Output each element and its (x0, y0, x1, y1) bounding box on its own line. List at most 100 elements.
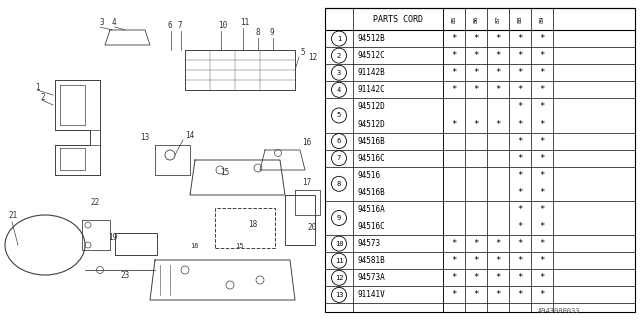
Text: 1: 1 (35, 83, 40, 92)
Text: *: * (517, 137, 523, 146)
Text: *: * (451, 239, 457, 248)
Text: 12: 12 (335, 275, 343, 281)
Text: 87: 87 (495, 15, 500, 23)
Bar (215, 208, 275, 248)
Bar (325, 8, 635, 312)
Text: 16: 16 (190, 243, 198, 249)
Text: *: * (540, 68, 545, 77)
Text: *: * (517, 273, 523, 282)
Text: *: * (517, 34, 523, 43)
Text: 11: 11 (240, 18, 249, 27)
Text: 6: 6 (168, 21, 173, 30)
Text: 1: 1 (337, 36, 341, 42)
Text: *: * (451, 51, 457, 60)
Text: 23: 23 (120, 271, 129, 280)
Text: 9: 9 (270, 28, 275, 37)
Text: *: * (474, 256, 479, 265)
Text: 14: 14 (185, 131, 195, 140)
Text: 94573A: 94573A (357, 273, 385, 282)
Text: *: * (540, 85, 545, 94)
Text: 12: 12 (308, 53, 317, 62)
Text: *: * (540, 51, 545, 60)
Text: 8: 8 (337, 181, 341, 187)
Text: 8: 8 (255, 28, 260, 37)
Text: *: * (451, 291, 457, 300)
Text: *: * (517, 154, 523, 163)
Text: *: * (540, 154, 545, 163)
Text: 4: 4 (112, 18, 116, 27)
Text: PARTS CORD: PARTS CORD (373, 14, 423, 23)
Text: *: * (451, 85, 457, 94)
Text: 94516C: 94516C (357, 222, 385, 231)
Text: *: * (517, 51, 523, 60)
Text: 18: 18 (248, 220, 257, 229)
Text: *: * (540, 102, 545, 111)
Text: *: * (540, 205, 545, 214)
Text: *: * (495, 256, 500, 265)
Text: *: * (540, 273, 545, 282)
Text: 94512D: 94512D (357, 119, 385, 129)
Text: 22: 22 (90, 198, 99, 207)
Text: *: * (517, 102, 523, 111)
Text: 94581B: 94581B (357, 256, 385, 265)
Text: *: * (495, 85, 500, 94)
Text: *: * (474, 34, 479, 43)
Text: *: * (540, 222, 545, 231)
Text: 5: 5 (337, 112, 341, 118)
Text: *: * (474, 85, 479, 94)
Text: *: * (540, 137, 545, 146)
Text: *: * (517, 119, 523, 129)
Text: *: * (495, 273, 500, 282)
Text: 85: 85 (451, 15, 456, 23)
Text: *: * (517, 85, 523, 94)
Text: 15: 15 (220, 168, 229, 177)
Text: *: * (451, 256, 457, 265)
Text: 13: 13 (140, 133, 149, 142)
Text: 19: 19 (108, 233, 117, 242)
Text: *: * (517, 205, 523, 214)
Text: *: * (517, 68, 523, 77)
Text: 11: 11 (335, 258, 343, 264)
Text: 88: 88 (518, 15, 522, 23)
Text: 2: 2 (337, 52, 341, 59)
Text: *: * (495, 34, 500, 43)
Text: 94573: 94573 (357, 239, 380, 248)
Text: *: * (451, 68, 457, 77)
Text: 21: 21 (8, 211, 17, 220)
Bar (285, 195, 315, 245)
Text: *: * (517, 188, 523, 197)
Text: 94516B: 94516B (357, 188, 385, 197)
Text: *: * (474, 51, 479, 60)
Text: 4: 4 (337, 87, 341, 93)
Text: 10: 10 (335, 241, 343, 247)
Text: *: * (540, 34, 545, 43)
Text: 91142B: 91142B (357, 68, 385, 77)
Text: *: * (451, 119, 457, 129)
Text: *: * (474, 273, 479, 282)
Bar (115, 233, 157, 255)
Text: *: * (517, 291, 523, 300)
Text: *: * (495, 119, 500, 129)
Text: *: * (451, 34, 457, 43)
Text: *: * (495, 239, 500, 248)
Text: *: * (540, 188, 545, 197)
Text: 7: 7 (337, 155, 341, 161)
Text: 9: 9 (337, 215, 341, 221)
Text: 94516B: 94516B (357, 137, 385, 146)
Text: *: * (517, 256, 523, 265)
Text: *: * (540, 256, 545, 265)
Text: 89: 89 (540, 15, 545, 23)
Text: 91141V: 91141V (357, 291, 385, 300)
Text: *: * (474, 291, 479, 300)
Text: A943000033: A943000033 (538, 308, 580, 314)
Text: 7: 7 (178, 21, 182, 30)
Text: 3: 3 (337, 70, 341, 76)
Text: 94516: 94516 (357, 171, 380, 180)
Text: 15: 15 (235, 243, 243, 249)
Text: *: * (474, 239, 479, 248)
Text: *: * (451, 273, 457, 282)
Text: 94512C: 94512C (357, 51, 385, 60)
Text: 3: 3 (100, 18, 104, 27)
Text: 94516C: 94516C (357, 154, 385, 163)
Text: 17: 17 (302, 178, 311, 187)
